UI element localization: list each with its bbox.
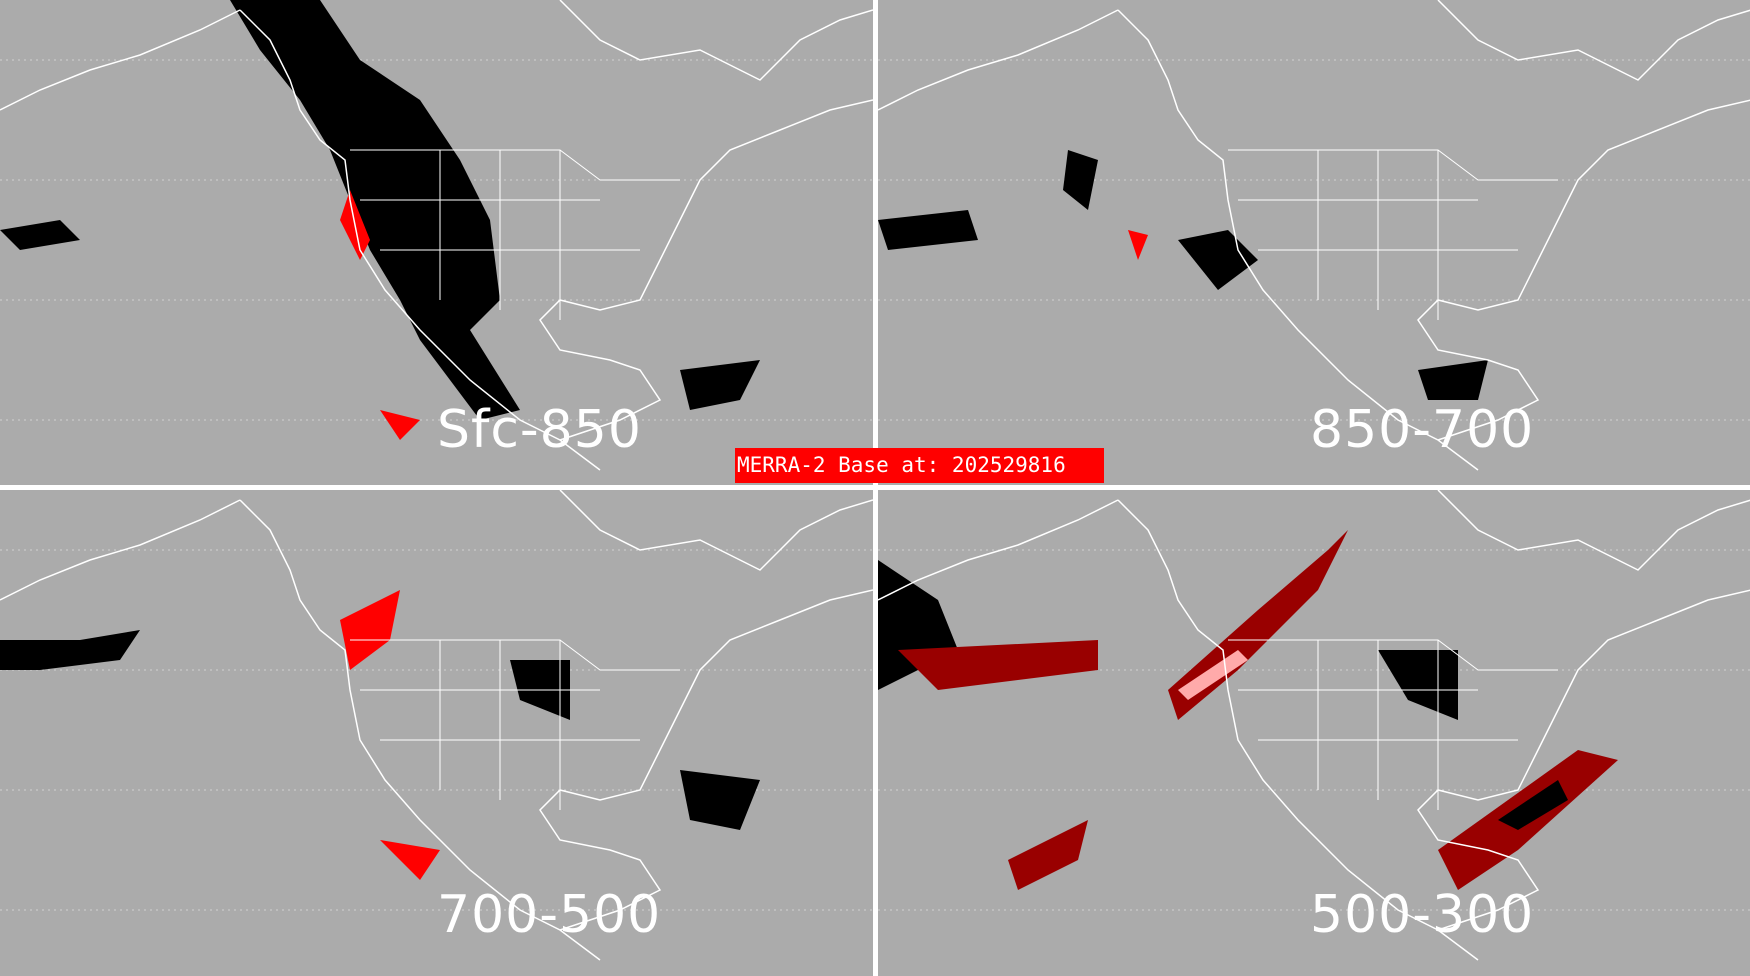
field-region: [1418, 360, 1488, 400]
coastline: [878, 0, 1750, 471]
field-region: [878, 210, 978, 250]
state-borders: [1228, 639, 1558, 810]
map-layer: [878, 0, 1750, 471]
field-region: [1498, 780, 1568, 830]
field-region: [230, 0, 520, 420]
coastline: [878, 490, 1750, 961]
state-borders: [1228, 149, 1558, 320]
field-region: [1378, 650, 1458, 720]
panel-label: 850-700: [1310, 400, 1535, 460]
field-region: [0, 220, 80, 250]
field-region: [1178, 230, 1258, 290]
field-region: [680, 770, 760, 830]
field-region: [1128, 230, 1148, 260]
field-region: [1063, 150, 1098, 210]
field-region: [380, 410, 420, 440]
field-region: [680, 360, 760, 410]
panel-850-700: 850-700: [878, 0, 1750, 485]
map-layer: [0, 0, 873, 471]
field-region: [380, 840, 440, 880]
state-borders: [350, 639, 680, 810]
field-region: [340, 590, 400, 670]
field-region: [898, 640, 1098, 690]
panel-sfc-850: Sfc-850: [0, 0, 873, 485]
panel-label: Sfc-850: [437, 400, 642, 460]
panel-label: 500-300: [1310, 885, 1535, 945]
panel-label: 700-500: [437, 885, 662, 945]
field-region: [1008, 820, 1088, 890]
coastline: [0, 490, 873, 961]
panel-700-500: 700-500: [0, 490, 873, 976]
panel-500-300: 500-300: [878, 490, 1750, 976]
state-borders: [350, 149, 680, 320]
field-region: [0, 630, 140, 670]
coastline: [0, 0, 873, 471]
map-layer: [878, 490, 1750, 961]
field-region: [1178, 650, 1248, 700]
base-date-banner: MERRA-2 Base at: 202529816: [735, 448, 1104, 483]
map-layer: [0, 490, 873, 961]
